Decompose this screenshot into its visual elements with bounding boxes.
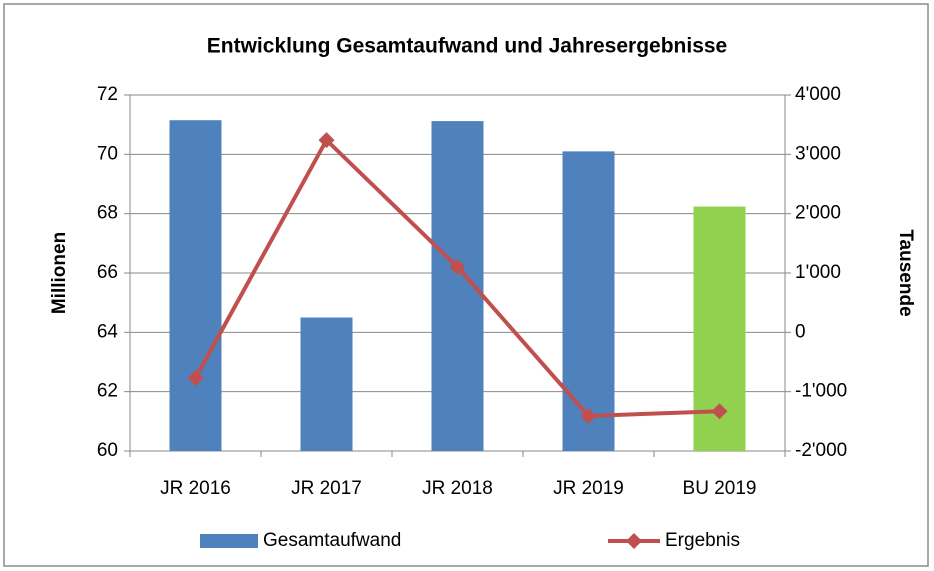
y2-axis-title: Tausende <box>895 229 916 316</box>
y-tick-label: 62 <box>97 381 118 402</box>
x-tick-label: BU 2019 <box>683 478 757 499</box>
y-tick-label: 70 <box>97 143 118 164</box>
legend-swatch <box>200 534 258 548</box>
x-tick-label: JR 2016 <box>160 478 231 499</box>
y-tick-label: 68 <box>97 203 118 224</box>
y2-tick-label: 0 <box>795 321 806 342</box>
x-tick-label: JR 2018 <box>422 478 493 499</box>
y-tick-label: 72 <box>97 84 118 105</box>
x-tick-label: JR 2019 <box>553 478 624 499</box>
legend-label: Gesamtaufwand <box>263 530 401 551</box>
legend-swatch <box>626 533 642 549</box>
bar <box>169 120 222 451</box>
y2-tick-label: 3'000 <box>795 143 841 164</box>
x-tick-label: JR 2017 <box>291 478 362 499</box>
y-tick-label: 64 <box>97 321 119 342</box>
y2-tick-label: -2'000 <box>795 440 847 461</box>
bar <box>300 317 353 451</box>
y2-tick-label: 4'000 <box>795 84 841 105</box>
legend-label: Ergebnis <box>665 530 740 551</box>
y-axis-title: Millionen <box>49 232 70 314</box>
line-marker <box>187 370 204 387</box>
y2-tick-label: 2'000 <box>795 203 841 224</box>
line-marker <box>711 403 728 420</box>
y-tick-label: 66 <box>97 262 118 283</box>
y2-tick-label: -1'000 <box>795 381 847 402</box>
y-tick-label: 60 <box>97 440 118 461</box>
chart-title: Entwicklung Gesamtaufwand und Jahreserge… <box>207 35 727 58</box>
bar <box>562 151 615 451</box>
line-marker <box>318 132 335 149</box>
y2-tick-label: 1'000 <box>795 262 841 283</box>
line-marker <box>580 407 597 424</box>
line-marker <box>449 259 466 276</box>
